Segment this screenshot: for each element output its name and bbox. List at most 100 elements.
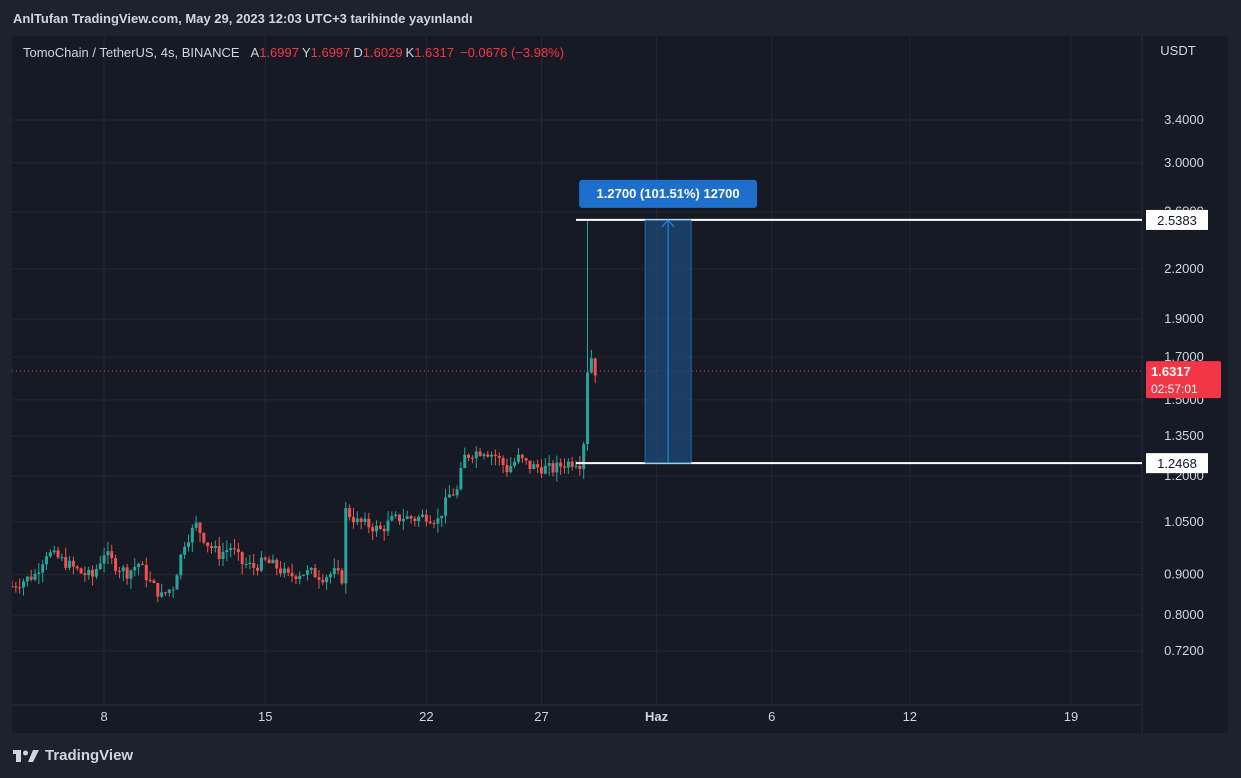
candle-body [543, 465, 547, 474]
candle-body [179, 554, 183, 576]
candle-body [424, 514, 428, 522]
candle-body [91, 569, 95, 577]
candle-body [71, 560, 75, 567]
candle-body [14, 586, 18, 588]
candle-body [286, 568, 290, 573]
candle-body [409, 516, 413, 519]
candle-body [447, 494, 451, 498]
candle-body [114, 558, 118, 572]
candle-body [244, 564, 248, 566]
low-key: D [353, 45, 363, 60]
candle-body [56, 550, 60, 558]
candle-body [37, 572, 41, 574]
y-tick-label: 1.0500 [1164, 514, 1204, 529]
close-key: K [405, 45, 415, 60]
candle-body [371, 527, 375, 532]
candle-body [586, 372, 590, 445]
candle-body [432, 523, 436, 525]
high-value: 1.6997 [310, 45, 351, 60]
candle-body [160, 592, 164, 597]
candle-body [190, 527, 194, 543]
candle-body [282, 568, 286, 574]
candle-body [259, 557, 263, 571]
candle-body [68, 560, 72, 568]
low-level-tag: 1.2468 [1157, 456, 1197, 471]
candle-body [60, 557, 64, 559]
candle-body [79, 568, 83, 574]
candle-body [256, 567, 260, 571]
candle-body [313, 568, 317, 578]
y-tick-label: 0.9000 [1164, 567, 1204, 582]
candle-body [48, 552, 52, 557]
candle-body [121, 567, 125, 572]
candle-body [125, 567, 129, 579]
candle-body [455, 489, 459, 496]
candle-body [198, 522, 202, 533]
candle-body [497, 455, 501, 458]
candle-body [29, 576, 33, 580]
candle-body [451, 494, 455, 496]
candle-body [279, 568, 283, 574]
candle-body [467, 454, 471, 458]
current-price-tag-bg [1146, 361, 1221, 399]
open-key: A [250, 45, 260, 60]
candle-body [428, 521, 432, 524]
low-level-tag-bg [1146, 453, 1208, 474]
candle-body [328, 574, 332, 578]
candle-body [520, 454, 524, 459]
published-info: AnlTufan TradingView.com, May 29, 2023 1… [13, 10, 473, 26]
candle-body [332, 568, 336, 575]
candle-body [298, 575, 302, 580]
candle-body [152, 580, 156, 583]
candle-body [33, 573, 37, 580]
chart-panel[interactable]: 0.7200 0.8000 0.9000 1.0500 1.2000 1.3500 1.50… [12, 36, 1228, 733]
measure-label-box [579, 179, 758, 208]
x-tick-label: 15 [258, 709, 272, 724]
candle-body [539, 467, 543, 474]
candle-body [271, 559, 275, 564]
candle-body [229, 548, 233, 551]
candle-body [52, 550, 56, 553]
candle-body [351, 517, 355, 523]
candle-body [233, 548, 237, 550]
candle-body [267, 559, 271, 564]
candle-body [398, 514, 402, 522]
candle-body [382, 528, 386, 532]
candle-body [22, 581, 26, 588]
candle-body [559, 462, 563, 467]
candle-body [263, 557, 267, 560]
candle-body [505, 464, 509, 473]
x-tick-label: 27 [534, 709, 548, 724]
current-price-tag: 1.6317 [1151, 364, 1191, 379]
candle-body [436, 518, 440, 524]
candles [12, 219, 597, 603]
candle-body [305, 569, 309, 575]
y-tick-label: 3.4000 [1164, 112, 1204, 127]
candle-body [321, 579, 325, 583]
candle-body [25, 576, 29, 582]
symbol-label[interactable]: TomoChain / TetherUS, 4s, BINANCE [23, 45, 240, 60]
candle-body [290, 572, 294, 577]
candle-body [45, 556, 49, 565]
measure-arrow-head [661, 219, 675, 228]
candle-body [206, 542, 210, 547]
candle-body [570, 461, 574, 467]
x-tick-label: 6 [768, 709, 775, 724]
candle-body [578, 465, 582, 470]
brand-name: TradingView [45, 747, 134, 764]
candle-body [421, 514, 425, 517]
candle-body [490, 454, 494, 457]
price-chart[interactable]: 0.72000.80000.90001.05001.20001.35001.50… [12, 36, 1228, 733]
candle-body [217, 545, 221, 559]
currency-label: USDT [1160, 43, 1195, 58]
tradingview-brand[interactable]: TradingView [13, 747, 133, 764]
candle-body [459, 468, 463, 490]
close-value: 1.6317 [414, 45, 454, 60]
candle-body [64, 557, 68, 568]
candle-body [501, 457, 505, 465]
y-tick-label: 1.7000 [1164, 349, 1204, 364]
candle-body [532, 464, 536, 470]
candle-body [18, 587, 22, 589]
publish-header: AnlTufan TradingView.com, May 29, 2023 1… [0, 0, 1241, 36]
candle-body [117, 571, 121, 573]
